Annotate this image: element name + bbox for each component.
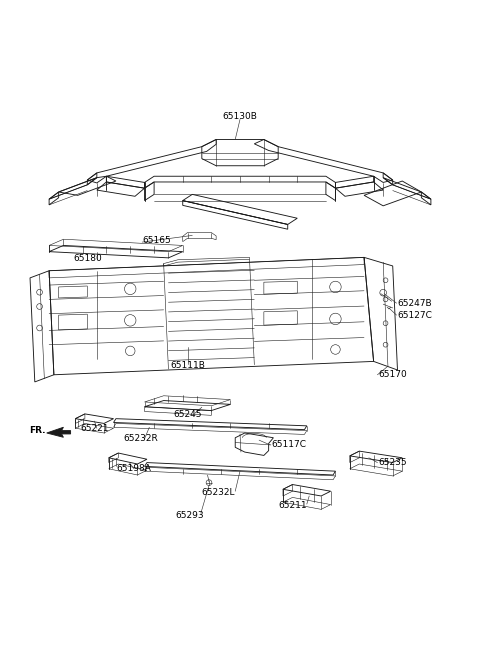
Text: 65247B: 65247B: [397, 298, 432, 308]
Text: 65232R: 65232R: [123, 434, 158, 443]
Text: 65165: 65165: [142, 236, 171, 245]
Text: 65211: 65211: [278, 501, 307, 510]
Circle shape: [206, 480, 212, 485]
Text: 65130B: 65130B: [223, 112, 257, 121]
Text: 65198A: 65198A: [116, 464, 151, 473]
Text: 65245: 65245: [173, 411, 202, 419]
Text: 65117C: 65117C: [271, 440, 306, 449]
Text: FR.: FR.: [29, 426, 46, 435]
Text: 65232L: 65232L: [202, 488, 235, 497]
Text: 65180: 65180: [73, 255, 102, 263]
Text: 65111B: 65111B: [170, 361, 205, 370]
Text: 65293: 65293: [176, 510, 204, 520]
Text: 65170: 65170: [378, 370, 407, 379]
Polygon shape: [47, 427, 71, 438]
Text: 65127C: 65127C: [397, 310, 432, 319]
Text: 65221: 65221: [80, 424, 108, 433]
Text: 65235: 65235: [378, 458, 407, 467]
